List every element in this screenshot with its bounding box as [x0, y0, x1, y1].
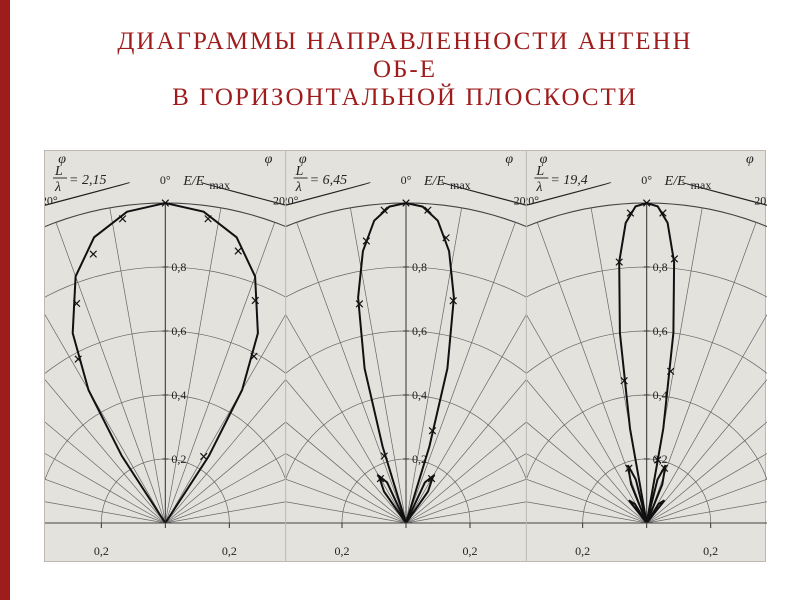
svg-text:λ: λ	[295, 180, 302, 195]
polar-charts-svg: 0,20,20,20,20,20,20,20,40,60,80°20°20°E/…	[45, 151, 767, 561]
svg-text:λ: λ	[54, 180, 61, 195]
radius-label: 0,8	[653, 260, 668, 274]
svg-text:0,2: 0,2	[222, 544, 237, 558]
radius-label: 0,4	[171, 388, 186, 402]
title-line-3: В ГОРИЗОНТАЛЬНОЙ ПЛОСКОСТИ	[30, 84, 780, 112]
radius-label: 0,4	[412, 388, 427, 402]
svg-text:E/E: E/E	[423, 174, 445, 189]
radius-label: 0,2	[171, 452, 186, 466]
svg-text:φ: φ	[746, 152, 754, 167]
page-title: ДИАГРАММЫ НАПРАВЛЕННОСТИ АНТЕНН ОБ-Е В Г…	[10, 0, 800, 120]
svg-text:L: L	[535, 164, 544, 179]
charts-container: 0,20,20,20,20,20,20,20,40,60,80°20°20°E/…	[44, 150, 766, 562]
svg-text:E/E: E/E	[664, 174, 686, 189]
radius-label: 0,8	[412, 260, 427, 274]
param-value: = 19,4	[550, 173, 587, 188]
radius-label: 0,6	[412, 324, 427, 338]
svg-text:L: L	[54, 164, 63, 179]
radius-label: 0,6	[171, 324, 186, 338]
svg-text:0,2: 0,2	[703, 544, 718, 558]
param-value: = 6,45	[310, 173, 347, 188]
svg-text:0,2: 0,2	[463, 544, 478, 558]
svg-text:0°: 0°	[401, 173, 412, 187]
svg-text:φ: φ	[505, 152, 513, 167]
param-value: = 2,15	[69, 173, 106, 188]
polar-panel: 0,20,40,60,80°20°20°E/EmaxφφLλ= 19,4	[327, 152, 767, 523]
svg-text:λ: λ	[535, 180, 542, 195]
radius-label: 0,6	[653, 324, 668, 338]
svg-text:0°: 0°	[641, 173, 652, 187]
svg-text:φ: φ	[265, 152, 273, 167]
title-line-1: ДИАГРАММЫ НАПРАВЛЕННОСТИ АНТЕНН	[30, 28, 780, 56]
svg-text:0,2: 0,2	[335, 544, 350, 558]
radius-label: 0,2	[653, 452, 668, 466]
title-line-2: ОБ-Е	[30, 56, 780, 84]
svg-text:0°: 0°	[160, 173, 171, 187]
svg-text:E/E: E/E	[182, 174, 204, 189]
radius-label: 0,8	[171, 260, 186, 274]
svg-text:0,2: 0,2	[575, 544, 590, 558]
svg-text:0,2: 0,2	[94, 544, 109, 558]
svg-text:L: L	[295, 164, 304, 179]
